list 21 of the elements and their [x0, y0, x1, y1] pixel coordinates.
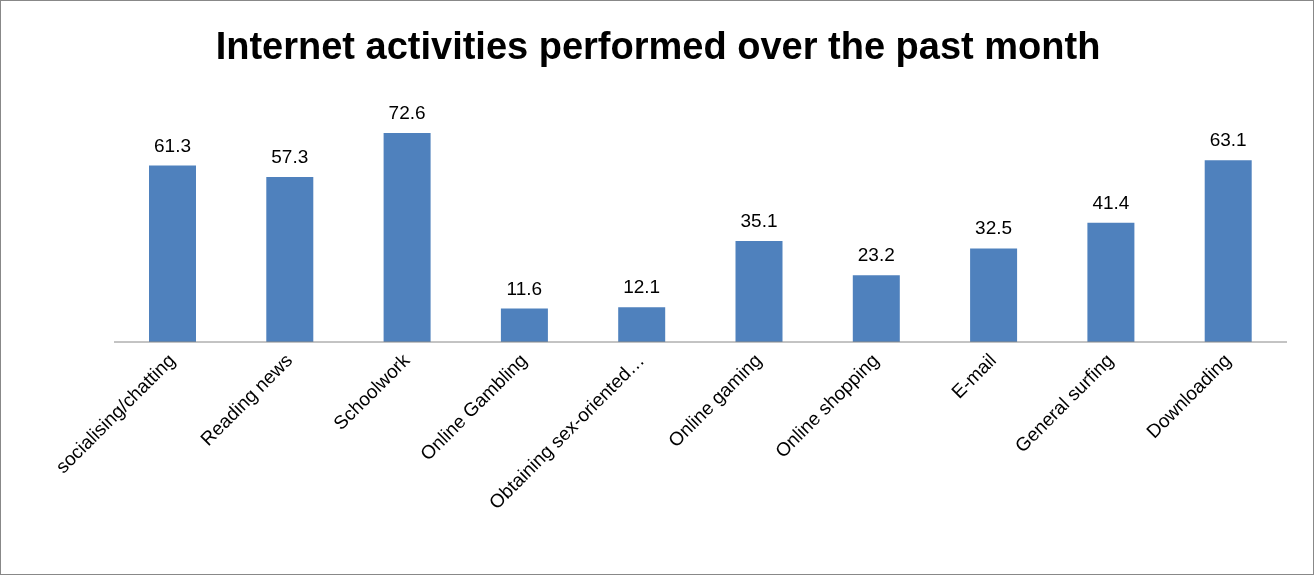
data-label: 11.6: [506, 277, 543, 299]
bar: [1087, 222, 1135, 342]
bar: [500, 308, 548, 342]
data-label: 57.3: [271, 146, 309, 168]
data-label: 32.5: [975, 217, 1013, 239]
data-label: 61.3: [154, 134, 191, 156]
bar: [852, 275, 900, 342]
bar: [383, 133, 431, 342]
bar: [149, 165, 196, 342]
data-label: 63.1: [1209, 129, 1247, 151]
chart-title: Internet activities performed over the past month: [214, 25, 1102, 68]
bar: [735, 240, 783, 342]
data-label: 35.1: [740, 209, 778, 231]
data-label: 72.6: [388, 102, 426, 123]
data-label: 23.2: [857, 244, 895, 266]
bar: [266, 177, 314, 342]
bar: [618, 307, 666, 342]
data-label: 41.4: [1092, 191, 1130, 213]
data-label: 12.1: [623, 276, 661, 298]
bar: [1204, 160, 1252, 342]
bar: [970, 248, 1018, 342]
